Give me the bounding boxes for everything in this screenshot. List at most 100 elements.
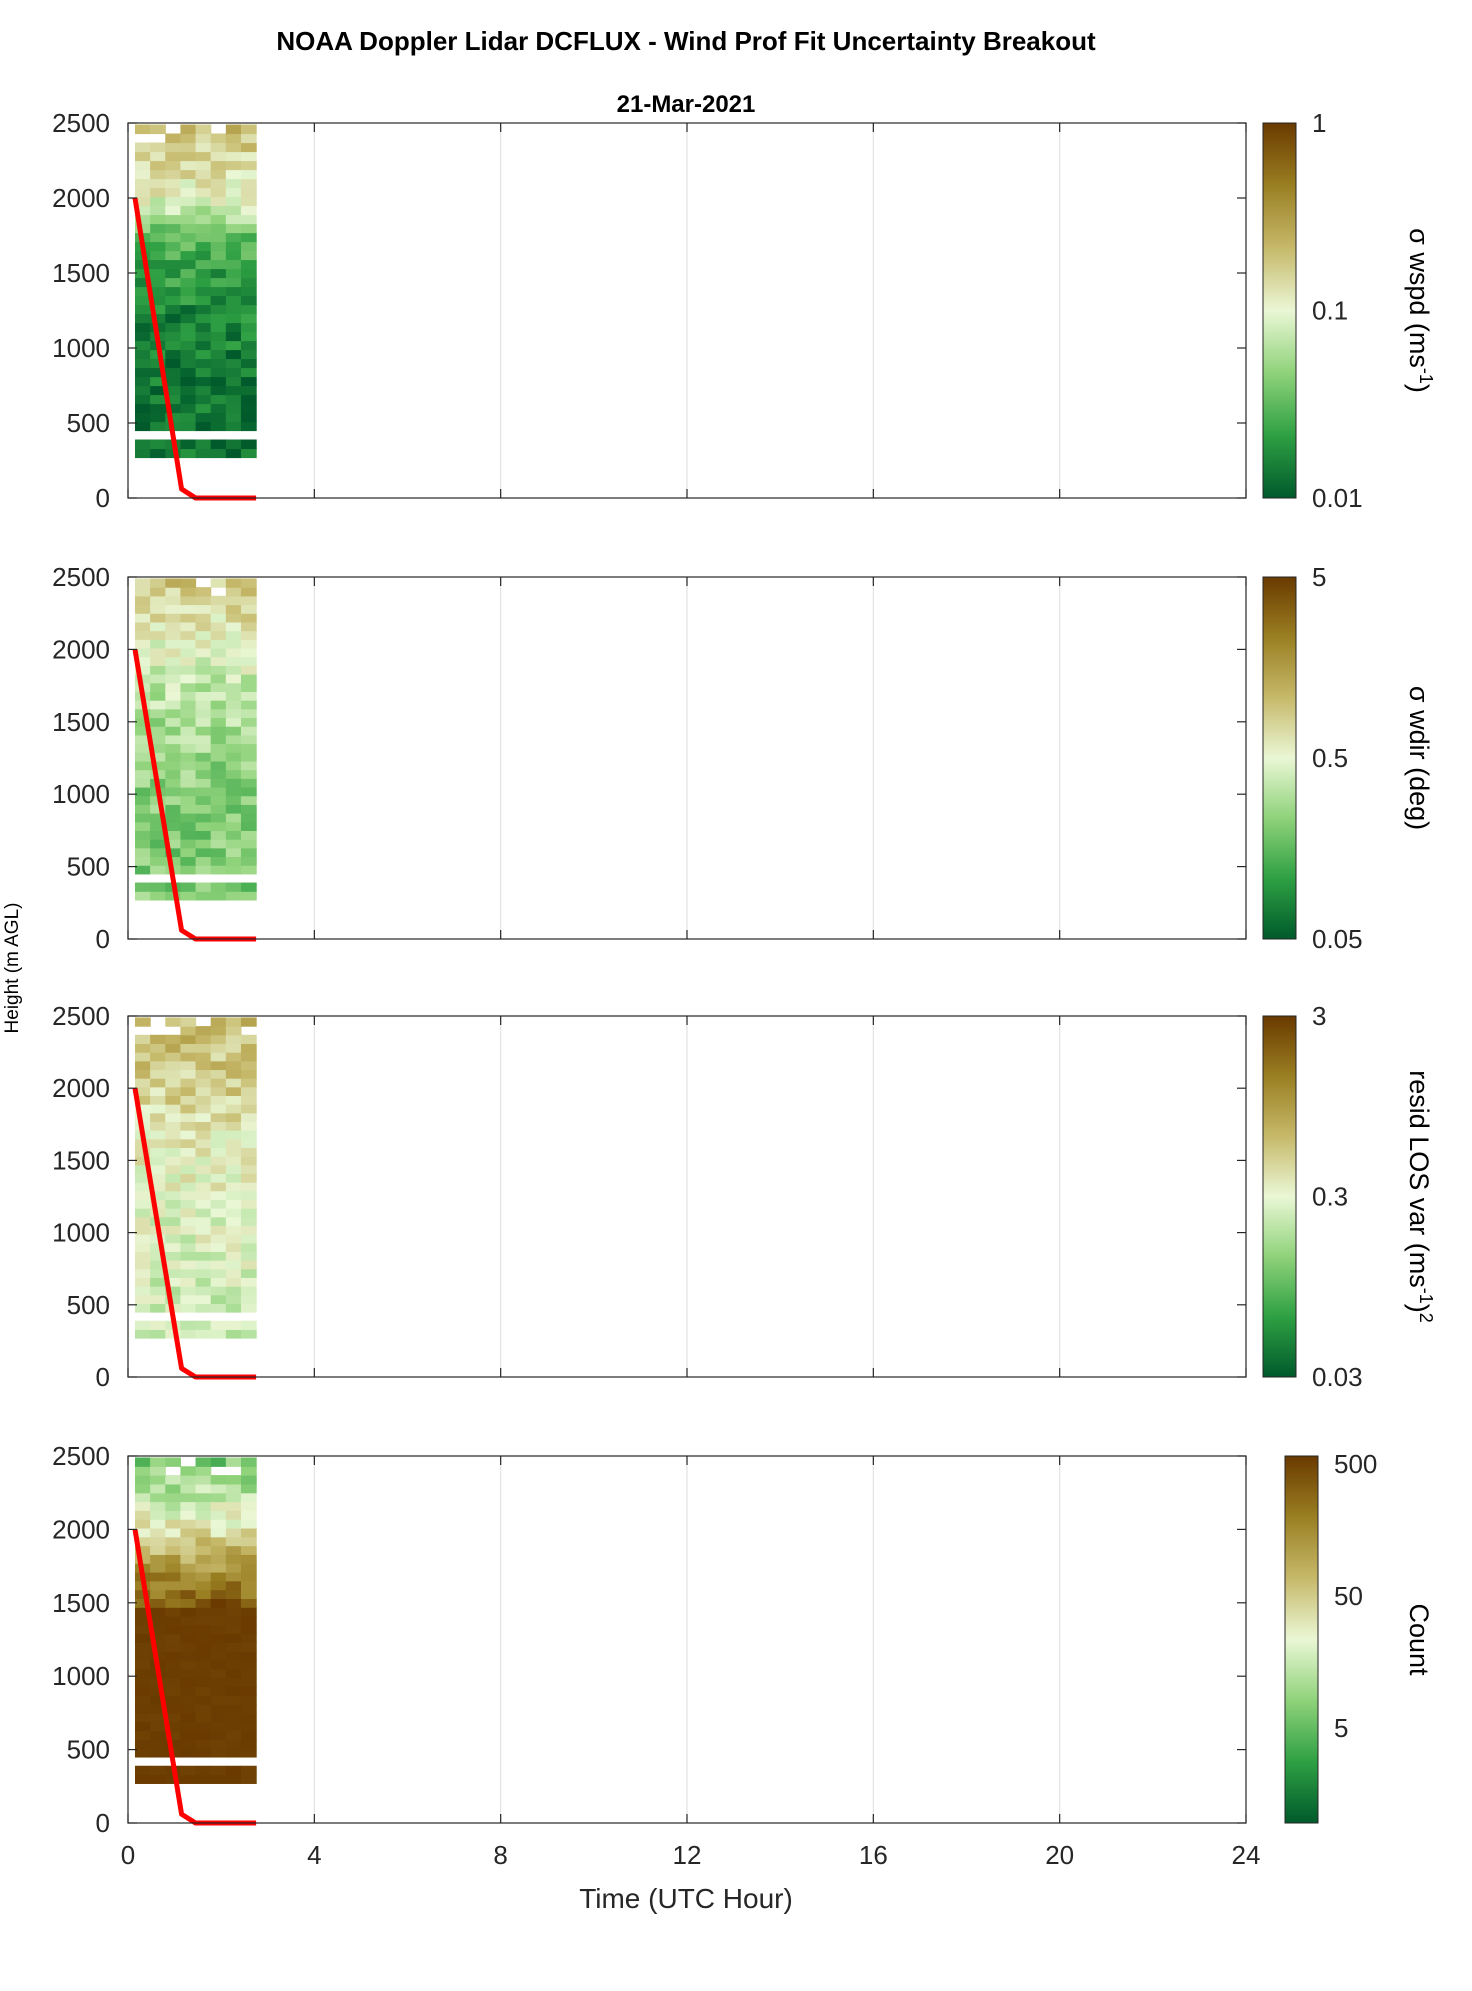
heatmap-cell — [225, 349, 242, 360]
heatmap-cell — [150, 604, 166, 614]
heatmap-cell — [225, 1329, 242, 1339]
y-tick-label: 1000 — [52, 779, 110, 809]
heatmap-cell — [240, 205, 257, 216]
heatmap-cell — [240, 142, 257, 153]
heatmap-cell — [165, 813, 182, 823]
heatmap-cell — [180, 1660, 197, 1670]
heatmap-cell — [180, 1739, 197, 1749]
heatmap-cell — [165, 412, 182, 423]
heatmap-cell — [150, 412, 166, 423]
heatmap-cell — [195, 1774, 212, 1784]
heatmap-cell — [165, 1095, 182, 1105]
heatmap-cell — [240, 178, 257, 189]
heatmap-cell — [180, 142, 197, 153]
heatmap-cell — [165, 1208, 182, 1218]
heatmap-cell — [240, 1234, 257, 1244]
heatmap-cell — [225, 295, 242, 306]
heatmap-cell — [134, 1730, 151, 1740]
heatmap-cell — [165, 1034, 182, 1045]
heatmap-cell — [210, 214, 227, 225]
heatmap-cell — [134, 1642, 151, 1652]
heatmap-cell — [195, 1651, 212, 1661]
heatmap-cell — [210, 1483, 227, 1494]
heatmap-cell — [240, 367, 257, 378]
heatmap-cell — [240, 1017, 257, 1027]
heatmap-cell — [225, 286, 242, 297]
heatmap-cell — [165, 205, 182, 216]
heatmap-cell — [210, 1130, 227, 1140]
heatmap-cell — [225, 214, 242, 225]
heatmap-cell — [210, 439, 227, 450]
heatmap-cell — [225, 394, 242, 405]
heatmap-cell — [210, 340, 227, 351]
heatmap-cell — [225, 1660, 242, 1670]
heatmap-cell — [240, 1173, 257, 1183]
heatmap-cell — [150, 259, 166, 270]
heatmap-cell — [210, 1164, 227, 1174]
heatmap-cell — [240, 1294, 257, 1304]
heatmap-cell — [225, 1234, 242, 1244]
heatmap-cell — [225, 133, 242, 144]
heatmap-cell — [165, 1225, 182, 1235]
heatmap-cell — [150, 1589, 166, 1599]
heatmap-cell — [195, 1216, 212, 1226]
heatmap-cell — [225, 1225, 242, 1235]
heatmap-cell — [165, 196, 182, 207]
heatmap-cell — [210, 304, 227, 315]
heatmap-cell — [210, 421, 227, 432]
heatmap-cell — [180, 656, 197, 666]
heatmap-cell — [180, 196, 197, 207]
heatmap-cell — [150, 1774, 166, 1784]
heatmap-cell — [180, 349, 197, 360]
heatmap-cell — [195, 778, 212, 788]
heatmap-cell — [134, 595, 151, 606]
heatmap-cell — [225, 187, 242, 198]
heatmap-cell — [240, 821, 257, 831]
heatmap-cell — [195, 726, 212, 736]
heatmap-cell — [134, 1774, 151, 1784]
heatmap-cell — [225, 1156, 242, 1166]
heatmap-cell — [225, 448, 242, 459]
heatmap-cell — [165, 1774, 182, 1784]
heatmap-cell — [180, 743, 197, 753]
heatmap-cell — [180, 1492, 197, 1503]
heatmap-cell — [195, 322, 212, 333]
heatmap-cell — [225, 804, 242, 814]
heatmap-cell — [240, 313, 257, 324]
heatmap-cell — [240, 403, 257, 414]
heatmap-cell — [180, 1225, 197, 1235]
heatmap-cell — [195, 1251, 212, 1261]
heatmap-cell — [165, 821, 182, 831]
heatmap-cell — [210, 133, 227, 144]
heatmap-cell — [165, 734, 182, 745]
heatmap-cell — [180, 259, 197, 270]
heatmap-cell — [225, 1060, 242, 1071]
heatmap-cell — [210, 259, 227, 270]
heatmap-cell — [225, 1251, 242, 1261]
heatmap-cell — [165, 1260, 182, 1270]
heatmap-cell — [150, 621, 166, 632]
heatmap-cell — [165, 1475, 182, 1485]
heatmap-cell — [210, 1519, 227, 1529]
heatmap-cell — [165, 1598, 182, 1608]
heatmap-cell — [195, 1545, 212, 1555]
heatmap-cell — [240, 439, 257, 450]
heatmap-cell — [240, 865, 257, 875]
heatmap-cell — [150, 214, 166, 225]
heatmap-cell — [225, 1695, 242, 1705]
heatmap-cell — [134, 1190, 151, 1200]
heatmap-cell — [210, 639, 227, 649]
heatmap-cell — [225, 241, 242, 252]
heatmap-cell — [210, 1571, 227, 1582]
heatmap-cell — [165, 847, 182, 858]
heatmap-cell — [210, 665, 227, 675]
y-tick-label: 0 — [96, 1808, 110, 1838]
heatmap-cell — [180, 856, 197, 866]
heatmap-cell — [210, 1268, 227, 1278]
y-tick-label: 0 — [96, 1362, 110, 1392]
heatmap-cell — [210, 734, 227, 745]
heatmap-cell — [134, 259, 151, 270]
heatmap-cell — [210, 1633, 227, 1644]
heatmap-cell — [240, 726, 257, 736]
heatmap-cell — [210, 1225, 227, 1235]
